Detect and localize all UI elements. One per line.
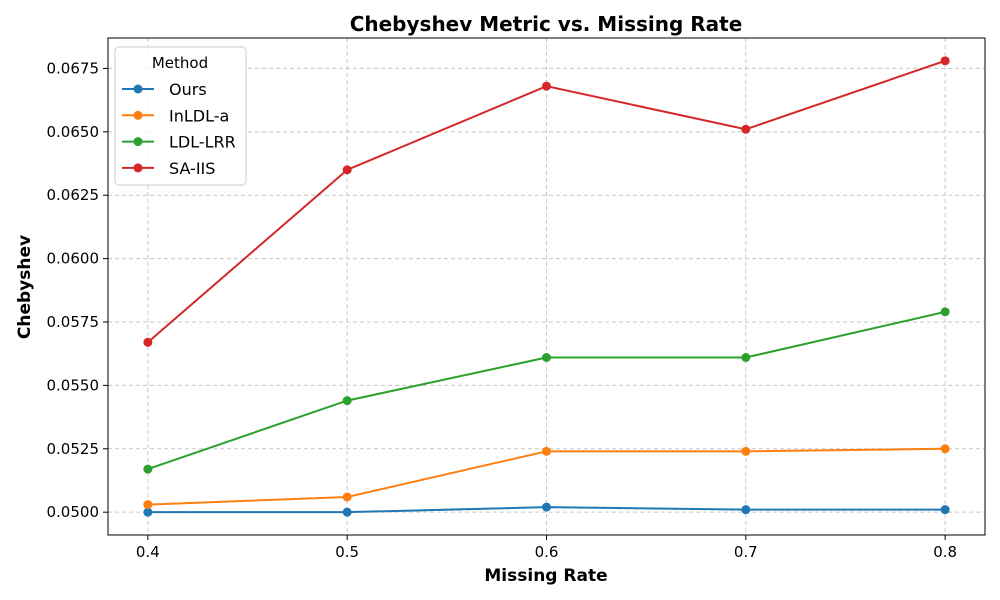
legend-item-ours: Ours bbox=[122, 80, 207, 99]
legend-label-inldl-a: InLDL-a bbox=[169, 106, 229, 125]
y-axis-ticks: 0.0500 0.0525 0.0550 0.0575 0.0600 0.0625 0.06… bbox=[47, 59, 108, 521]
legend-item-ldl-lrr: LDL-LRR bbox=[122, 133, 236, 152]
series-lines bbox=[143, 56, 950, 517]
data-point-sa-iis bbox=[143, 337, 153, 347]
y-axis-label: Chebyshev bbox=[15, 235, 35, 339]
y-tick-label: 0.0600 bbox=[47, 250, 100, 268]
legend-box bbox=[114, 46, 247, 186]
x-tick-label: 0.6 bbox=[535, 543, 559, 561]
series-inldl-a bbox=[143, 444, 950, 510]
legend-label-sa-iis: SA-IIS bbox=[169, 159, 215, 178]
data-point-ours bbox=[542, 502, 551, 512]
data-point-ours bbox=[342, 507, 352, 517]
series-sa-iis bbox=[143, 56, 950, 347]
data-point-sa-iis bbox=[741, 124, 751, 134]
legend-label-ours: Ours bbox=[169, 80, 207, 99]
legend-marker-sa-iis bbox=[133, 163, 143, 173]
x-tick-label: 0.8 bbox=[933, 543, 957, 561]
series-ours bbox=[143, 502, 950, 517]
legend-title: Method bbox=[152, 54, 208, 72]
x-tick-label: 0.5 bbox=[335, 543, 359, 561]
data-point-ldl-lrr bbox=[940, 307, 950, 317]
legend-label-ldl-lrr: LDL-LRR bbox=[169, 133, 236, 152]
legend-marker-ldl-lrr bbox=[133, 137, 143, 147]
data-point-sa-iis bbox=[542, 81, 551, 91]
legend-item-sa-iis: SA-IIS bbox=[122, 159, 215, 178]
data-point-ours bbox=[143, 507, 153, 517]
y-tick-label: 0.0575 bbox=[47, 313, 100, 331]
data-point-inldl-a bbox=[342, 492, 352, 502]
legend-marker-inldl-a bbox=[133, 110, 143, 120]
data-point-inldl-a bbox=[143, 500, 153, 510]
series-ldl-lrr bbox=[143, 307, 950, 474]
chart-title: Chebyshev Metric vs. Missing Rate bbox=[350, 12, 743, 36]
data-point-inldl-a bbox=[940, 444, 950, 454]
y-tick-label: 0.0675 bbox=[47, 59, 100, 77]
data-point-sa-iis bbox=[342, 165, 352, 175]
legend: Method Ours InLDL-a LDL-LRR SA-IIS bbox=[114, 46, 247, 186]
data-point-inldl-a bbox=[542, 446, 551, 456]
data-point-inldl-a bbox=[741, 446, 751, 456]
x-tick-label: 0.7 bbox=[734, 543, 758, 561]
data-point-ldl-lrr bbox=[342, 396, 352, 406]
y-tick-label: 0.0550 bbox=[47, 376, 100, 394]
legend-item-inldl-a: InLDL-a bbox=[122, 106, 229, 125]
y-tick-label: 0.0625 bbox=[47, 186, 100, 204]
y-tick-label: 0.0500 bbox=[47, 503, 100, 521]
data-point-ours bbox=[940, 505, 950, 515]
data-point-ldl-lrr bbox=[143, 464, 153, 474]
data-point-ours bbox=[741, 505, 751, 515]
y-tick-label: 0.0650 bbox=[47, 123, 100, 141]
data-point-ldl-lrr bbox=[542, 353, 551, 362]
x-axis-label: Missing Rate bbox=[484, 566, 607, 586]
x-axis-ticks: 0.4 0.5 0.6 0.7 0.8 bbox=[136, 535, 957, 561]
x-tick-label: 0.4 bbox=[136, 543, 160, 561]
y-tick-label: 0.0525 bbox=[47, 440, 100, 458]
data-point-ldl-lrr bbox=[741, 353, 751, 362]
legend-marker-ours bbox=[133, 84, 143, 94]
data-point-sa-iis bbox=[940, 56, 950, 66]
